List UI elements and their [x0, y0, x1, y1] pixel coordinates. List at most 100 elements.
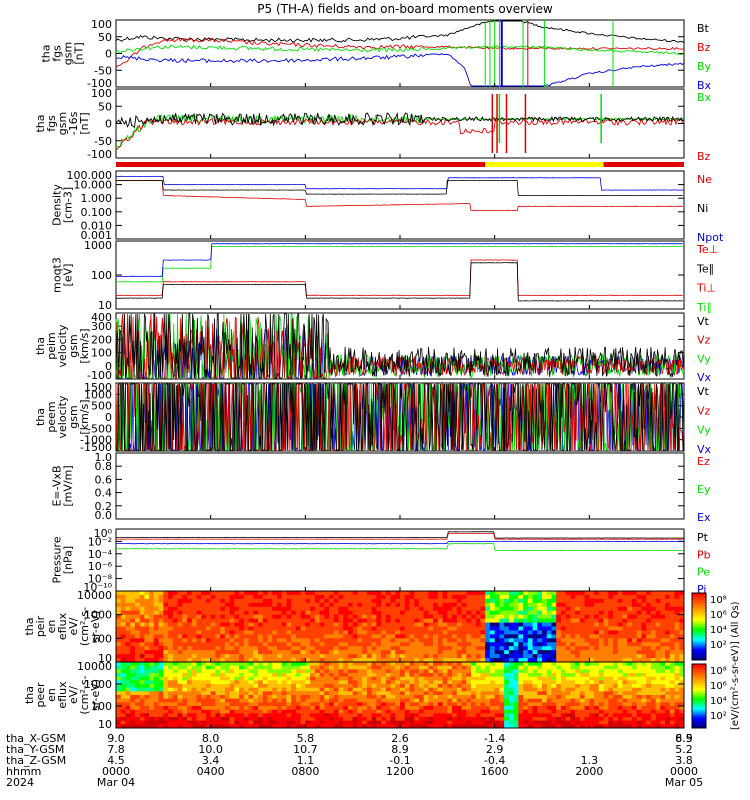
footer-value: -0.4	[484, 754, 505, 767]
footer-value: Mar 04	[97, 776, 135, 789]
legend-entry: Vz	[697, 334, 711, 347]
footer-row-label: hhmm	[6, 765, 41, 778]
svg-text:E=-VxB: E=-VxB	[51, 465, 64, 506]
y-tick-label: 10⁻⁸	[88, 573, 113, 586]
footer-value: 8.0	[202, 732, 220, 745]
y-tick-label: 0	[105, 118, 112, 131]
footer-value: 0800	[291, 765, 319, 778]
legend-entry: Pe	[697, 566, 710, 579]
panel-ion-eflux: 10000 1000 100 10 thapeirenefluxeV/(cm²-s-sr…	[23, 589, 685, 665]
svg-text:velocity: velocity	[56, 324, 69, 367]
y-tick-label: 0.2	[95, 500, 113, 513]
trace	[115, 543, 685, 552]
footer-value: 4.5	[107, 754, 125, 767]
svg-text:[cm-3]: [cm-3]	[62, 187, 75, 223]
legend-entry: Vx	[697, 371, 712, 384]
y-tick-label: 1000	[84, 678, 112, 691]
colorbar-scale	[691, 592, 707, 661]
svg-text:gsm: gsm	[56, 112, 69, 135]
svg-text:[nPa]: [nPa]	[62, 546, 75, 574]
y-tick-label: 10⁰	[94, 527, 113, 540]
svg-text:sr-eV): sr-eV)	[89, 610, 102, 642]
y-tick-label: 0.8	[95, 460, 113, 473]
colorbar-tick: 10⁴	[710, 625, 727, 636]
y-tick-label: 10000	[77, 660, 112, 673]
svg-text:tha: tha	[23, 617, 36, 635]
svg-text:[km/s]: [km/s]	[78, 328, 91, 363]
svg-text:[mV/m]: [mV/m]	[62, 465, 75, 506]
footer-value: 1.3	[581, 754, 599, 767]
panel-traces	[115, 382, 685, 452]
legend-entry: Bz	[697, 41, 711, 54]
legend-entry: Vz	[697, 404, 711, 417]
mode-segment-red	[116, 162, 486, 167]
footer-value: 1.1	[297, 754, 315, 767]
footer-value: 2000	[575, 765, 603, 778]
footer-value: Mar 05	[665, 776, 703, 789]
trace	[115, 313, 685, 379]
y-tick-label: 0.001	[81, 229, 113, 242]
svg-text:peim: peim	[45, 332, 58, 360]
y-tick-label: 1000	[84, 239, 112, 252]
y-tick-label: 10	[98, 652, 112, 665]
y-tick-label: 0	[105, 411, 112, 424]
svg-text:tha: tha	[23, 686, 36, 704]
figure-title: P5 (TH-A) fields and on-board moments ov…	[257, 2, 553, 16]
y-tick-label: 10.000	[74, 179, 113, 192]
legend-entry: Bx	[697, 79, 712, 92]
svg-text:[nT]: [nT]	[73, 42, 86, 64]
legend-entry: Vy	[697, 424, 711, 437]
footer-value: 2.9	[486, 743, 504, 756]
trace	[115, 532, 684, 540]
footer-value: -0.1	[389, 754, 410, 767]
svg-text:tha: tha	[34, 114, 47, 132]
footer-value: 6.5	[675, 732, 693, 745]
y-tick-label: 100	[91, 632, 112, 645]
svg-text:sr-eV): sr-eV)	[89, 679, 102, 711]
svg-text:(cm²-s-: (cm²-s-	[78, 675, 91, 714]
y-tick-label: 200	[91, 333, 112, 346]
panel-traces	[115, 313, 685, 380]
y-tick-label: 100.000	[67, 169, 113, 182]
svg-text:gsm: gsm	[67, 334, 80, 357]
footer: tha_X-GSM 9.0 8.0 5.8 2.6 -1.4 6.58.9tha_Y-GSM…	[6, 732, 703, 789]
footer-value: 5.8	[297, 732, 315, 745]
y-tick-label: 1000	[84, 609, 112, 622]
colorbar-scale	[691, 663, 707, 729]
y-axis-label: Density[cm-3]	[51, 184, 75, 226]
legend-entry: Pt	[697, 531, 709, 544]
colorbar-tick: 10⁴	[710, 696, 727, 707]
y-tick-label: -1000	[80, 434, 112, 447]
trace	[116, 531, 685, 539]
footer-row-label: 2024	[6, 776, 34, 789]
y-tick-label: -100	[87, 77, 112, 90]
footer-value: 0000	[102, 765, 130, 778]
y-tick-label: -1500	[80, 441, 112, 454]
svg-text:peer: peer	[34, 682, 47, 708]
y-tick-label: 1000	[84, 388, 112, 401]
panel-traces	[115, 243, 683, 302]
y-tick-label: 10⁻¹⁰	[83, 581, 112, 594]
footer-value: 9.0	[107, 732, 125, 745]
svg-text:gsm: gsm	[62, 42, 75, 65]
trace	[116, 245, 683, 283]
footer-value: 5.2	[675, 743, 693, 756]
svg-text:eflux: eflux	[56, 681, 69, 709]
svg-text:Pressure: Pressure	[51, 536, 64, 583]
series-By	[115, 44, 685, 55]
footer-value: 0000	[670, 765, 698, 778]
colorbar-tick: 10²	[710, 711, 727, 722]
trace	[116, 179, 683, 197]
svg-text:en: en	[45, 620, 58, 634]
y-tick-label: 0	[105, 48, 112, 61]
legend-entry: Vy	[697, 352, 711, 365]
trace	[115, 117, 684, 151]
colorbar-title: [eV/(cm²-s-sr-eV)] (All Qs)	[730, 601, 741, 730]
